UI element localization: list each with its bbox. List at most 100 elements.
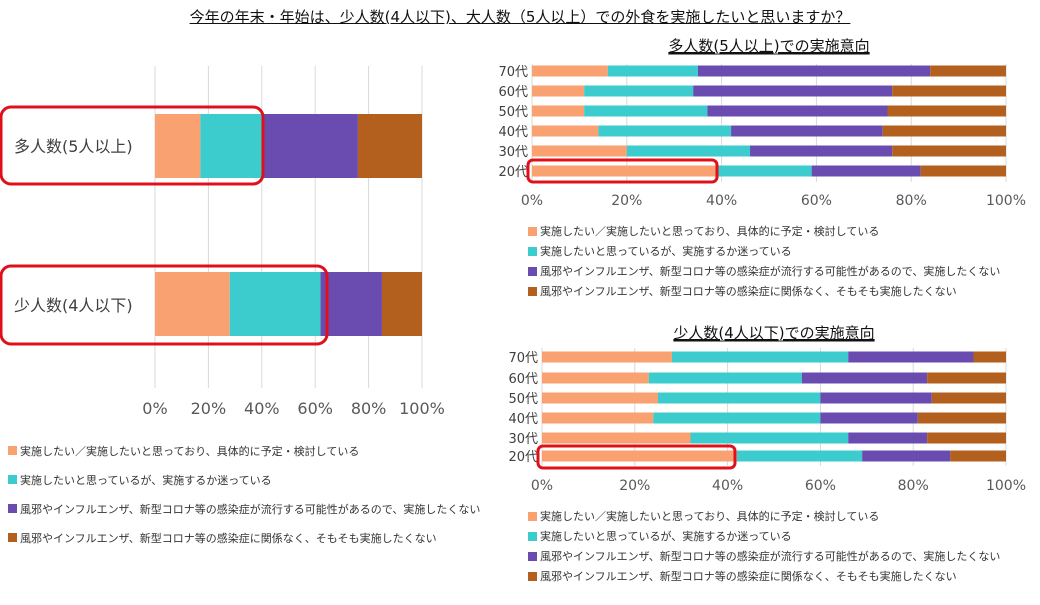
chart-0-bar — [229, 272, 321, 336]
chart-0-bar — [155, 114, 201, 178]
chart-0-category-label: 少人数(4人以下) — [14, 296, 133, 315]
chart-2-bar — [671, 351, 849, 363]
chart-2-bar — [862, 450, 951, 462]
chart-1-bar — [811, 165, 921, 177]
legend-small-group-item: 風邪やインフルエンザ、新型コロナ等の感染症が流行する可能性があるので、実施したく… — [528, 546, 1000, 566]
chart-2-bar — [658, 392, 821, 404]
legend-small-group-label: 実施したいと思っているが、実施するか迷っている — [540, 530, 792, 543]
legend-large-group-swatch — [528, 286, 537, 296]
legend-main-swatch — [8, 504, 17, 513]
chart-2-tick-label: 100% — [986, 478, 1026, 494]
chart-1-bar — [607, 65, 698, 77]
chart-2-bar — [973, 351, 1006, 363]
chart-2-bar — [542, 372, 649, 384]
chart-2-tick-label: 60% — [805, 478, 836, 494]
chart-2-bar — [648, 372, 802, 384]
chart-1-tick-label: 100% — [986, 193, 1026, 209]
chart-2-bar — [820, 392, 932, 404]
chart-2-category-label: 40代 — [508, 412, 538, 427]
chart-2-tick-label: 0% — [531, 478, 553, 494]
chart-2-category-label: 60代 — [508, 372, 538, 387]
chart-2-bar — [927, 432, 1006, 444]
chart-1-bar — [887, 105, 1006, 117]
chart-1-bar — [697, 65, 931, 77]
chart-2-category-label: 20代 — [508, 450, 538, 465]
legend-small-group-label: 風邪やインフルエンザ、新型コロナ等の感染症に関係なく、そもそも実施したくない — [540, 570, 957, 583]
chart-1-bar — [716, 165, 812, 177]
chart-2-tick-label: 80% — [898, 478, 929, 494]
legend-main-item: 実施したい／実施したいと思っており、具体的に予定・検討している — [8, 436, 480, 465]
legend-main: 実施したい／実施したいと思っており、具体的に予定・検討している 実施したいと思って… — [8, 436, 480, 552]
legend-large-group-item: 風邪やインフルエンザ、新型コロナ等の感染症が流行する可能性があるので、実施したく… — [528, 261, 1000, 281]
chart-1-bar — [584, 85, 694, 97]
legend-main-label: 風邪やインフルエンザ、新型コロナ等の感染症が流行する可能性があるので、実施したく… — [20, 502, 481, 516]
chart-0-highlight-box — [0, 105, 265, 186]
chart-2-bar — [542, 392, 658, 404]
legend-small-group-item: 風邪やインフルエンザ、新型コロナ等の感染症に関係なく、そもそも実施したくない — [528, 566, 1000, 586]
legend-large-group-label: 実施したいと思っているが、実施するか迷っている — [540, 245, 792, 258]
chart-2-tick-label: 40% — [712, 478, 743, 494]
chart-0-tick-label: 100% — [399, 399, 445, 418]
chart-2-bar — [736, 450, 863, 462]
legend-large-group: 実施したい／実施したいと思っており、具体的に予定・検討している 実施したいと思って… — [528, 221, 1000, 301]
legend-large-group-item: 実施したいと思っているが、実施するか迷っている — [528, 241, 1000, 261]
legend-main-item: 風邪やインフルエンザ、新型コロナ等の感染症に関係なく、そもそも実施したくない — [8, 523, 480, 552]
chart-1-bar — [892, 145, 1006, 157]
chart-2-bar — [848, 432, 928, 444]
chart-0-tick-label: 80% — [351, 399, 387, 418]
page-title: 今年の年末・年始は、少人数(4人以下)、大人数（5人以上）での外食を実施したいと… — [189, 8, 851, 26]
chart-2-bar — [690, 432, 849, 444]
legend-main-item: 風邪やインフルエンザ、新型コロナ等の感染症が流行する可能性があるので、実施したく… — [8, 494, 480, 523]
legend-large-group-label: 実施したい／実施したいと思っており、具体的に予定・検討している — [540, 225, 880, 238]
chart-2-bar — [542, 351, 672, 363]
chart-2-bar — [653, 412, 821, 424]
legend-small-group-swatch — [528, 511, 537, 521]
chart-0-bar — [155, 272, 230, 336]
chart-2-bar — [848, 351, 974, 363]
chart-2-category-label: 30代 — [508, 432, 538, 447]
legend-main-label: 実施したい／実施したいと思っており、具体的に予定・検討している — [20, 444, 360, 458]
chart-0-tick-label: 40% — [244, 399, 280, 418]
chart-1-tick-label: 20% — [611, 193, 642, 209]
chart-1-tick-label: 0% — [521, 193, 543, 209]
chart-1-bar — [892, 85, 1006, 97]
chart-1-bar — [532, 165, 717, 177]
chart-0-tick-label: 20% — [191, 399, 227, 418]
chart-1-category-label: 50代 — [498, 105, 528, 120]
chart-1-bar — [584, 105, 708, 117]
chart-2-bar — [542, 450, 737, 462]
chart-1-tick-label: 80% — [896, 193, 927, 209]
chart-2-bar — [931, 392, 1006, 404]
chart-1-bar — [920, 165, 1006, 177]
legend-main-label: 風邪やインフルエンザ、新型コロナ等の感染症に関係なく、そもそも実施したくない — [20, 531, 437, 545]
chart-0-bar — [381, 272, 422, 336]
chart-1-bar — [750, 145, 893, 157]
chart-1-bar — [707, 105, 888, 117]
legend-small-group-swatch — [528, 551, 537, 561]
chart-1-category-label: 70代 — [498, 65, 528, 80]
chart-1-category-label: 30代 — [498, 145, 528, 160]
legend-main-swatch — [8, 475, 17, 484]
chart-0-bar — [320, 272, 382, 336]
chart-2-bar — [542, 432, 691, 444]
chart-0-category-label: 多人数(5人以上) — [14, 137, 133, 156]
legend-main-swatch — [8, 533, 17, 542]
legend-small-group-item: 実施したいと思っているが、実施するか迷っている — [528, 526, 1000, 546]
chart-2-tick-label: 20% — [619, 478, 650, 494]
legend-small-group-label: 風邪やインフルエンザ、新型コロナ等の感染症が流行する可能性があるので、実施したく… — [540, 550, 1001, 563]
chart-0-bar — [261, 114, 358, 178]
chart-2-highlight-box — [536, 444, 737, 470]
chart-2-title: 少人数(4人以下)での実施意向 — [673, 324, 874, 342]
legend-small-group-item: 実施したい／実施したいと思っており、具体的に予定・検討している — [528, 506, 1000, 526]
chart-2-bar — [927, 372, 1006, 384]
legend-main-label: 実施したいと思っているが、実施するか迷っている — [20, 473, 272, 487]
legend-large-group-swatch — [528, 266, 537, 276]
chart-1-category-label: 60代 — [498, 85, 528, 100]
chart-1-highlight-box — [526, 158, 719, 184]
chart-0-bar — [357, 114, 422, 178]
chart-1-tick-label: 60% — [801, 193, 832, 209]
chart-2-bar — [950, 450, 1006, 462]
chart-2-bar — [801, 372, 928, 384]
chart-2-bar — [542, 412, 654, 424]
